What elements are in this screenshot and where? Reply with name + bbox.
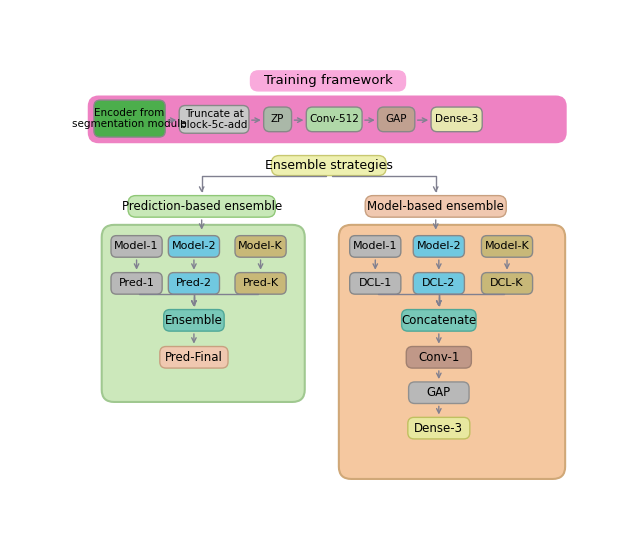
Text: Pred-K: Pred-K — [243, 278, 278, 288]
Text: Pred-2: Pred-2 — [176, 278, 212, 288]
Text: Concatenate: Concatenate — [401, 314, 476, 327]
Text: DCL-1: DCL-1 — [358, 278, 392, 288]
FancyBboxPatch shape — [264, 107, 292, 132]
Text: Pred-Final: Pred-Final — [165, 351, 223, 364]
FancyBboxPatch shape — [378, 107, 415, 132]
FancyBboxPatch shape — [179, 105, 249, 133]
FancyBboxPatch shape — [406, 347, 472, 368]
Text: Ensemble: Ensemble — [165, 314, 223, 327]
Text: Model-K: Model-K — [238, 241, 283, 251]
FancyBboxPatch shape — [88, 95, 566, 143]
Text: GAP: GAP — [427, 386, 451, 399]
Text: Encoder from
segmentation module: Encoder from segmentation module — [72, 108, 187, 129]
FancyBboxPatch shape — [307, 107, 362, 132]
FancyBboxPatch shape — [481, 236, 532, 257]
Text: DCL-K: DCL-K — [490, 278, 524, 288]
FancyBboxPatch shape — [339, 225, 565, 479]
Text: ZP: ZP — [271, 114, 284, 124]
Text: Conv-512: Conv-512 — [309, 114, 359, 124]
Text: Ensemble strategies: Ensemble strategies — [265, 159, 393, 172]
Text: Model-based ensemble: Model-based ensemble — [367, 200, 504, 213]
FancyBboxPatch shape — [481, 273, 532, 294]
FancyBboxPatch shape — [408, 382, 469, 404]
Text: Pred-1: Pred-1 — [118, 278, 154, 288]
FancyBboxPatch shape — [271, 156, 386, 176]
FancyBboxPatch shape — [349, 273, 401, 294]
FancyBboxPatch shape — [250, 71, 406, 91]
Text: Dense-3: Dense-3 — [414, 422, 463, 434]
FancyBboxPatch shape — [168, 273, 220, 294]
Text: DCL-2: DCL-2 — [422, 278, 456, 288]
Text: GAP: GAP — [385, 114, 407, 124]
Text: Model-K: Model-K — [484, 241, 529, 251]
FancyBboxPatch shape — [168, 236, 220, 257]
FancyBboxPatch shape — [111, 236, 162, 257]
Text: Model-1: Model-1 — [115, 241, 159, 251]
Text: Prediction-based ensemble: Prediction-based ensemble — [122, 200, 282, 213]
FancyBboxPatch shape — [164, 310, 224, 331]
FancyBboxPatch shape — [349, 236, 401, 257]
Text: Truncate at
block-5c-add: Truncate at block-5c-add — [180, 109, 248, 130]
FancyBboxPatch shape — [128, 195, 275, 217]
Text: Model-1: Model-1 — [353, 241, 397, 251]
FancyBboxPatch shape — [413, 236, 465, 257]
Text: Conv-1: Conv-1 — [418, 351, 460, 364]
FancyBboxPatch shape — [111, 273, 162, 294]
FancyBboxPatch shape — [94, 100, 165, 137]
FancyBboxPatch shape — [408, 417, 470, 439]
FancyBboxPatch shape — [160, 347, 228, 368]
Text: Model-2: Model-2 — [417, 241, 461, 251]
FancyBboxPatch shape — [431, 107, 482, 132]
Text: Training framework: Training framework — [264, 75, 392, 87]
FancyBboxPatch shape — [235, 236, 286, 257]
FancyBboxPatch shape — [102, 225, 305, 402]
FancyBboxPatch shape — [235, 273, 286, 294]
FancyBboxPatch shape — [365, 195, 506, 217]
Text: Model-2: Model-2 — [172, 241, 216, 251]
Text: Dense-3: Dense-3 — [435, 114, 478, 124]
FancyBboxPatch shape — [402, 310, 476, 331]
FancyBboxPatch shape — [413, 273, 465, 294]
